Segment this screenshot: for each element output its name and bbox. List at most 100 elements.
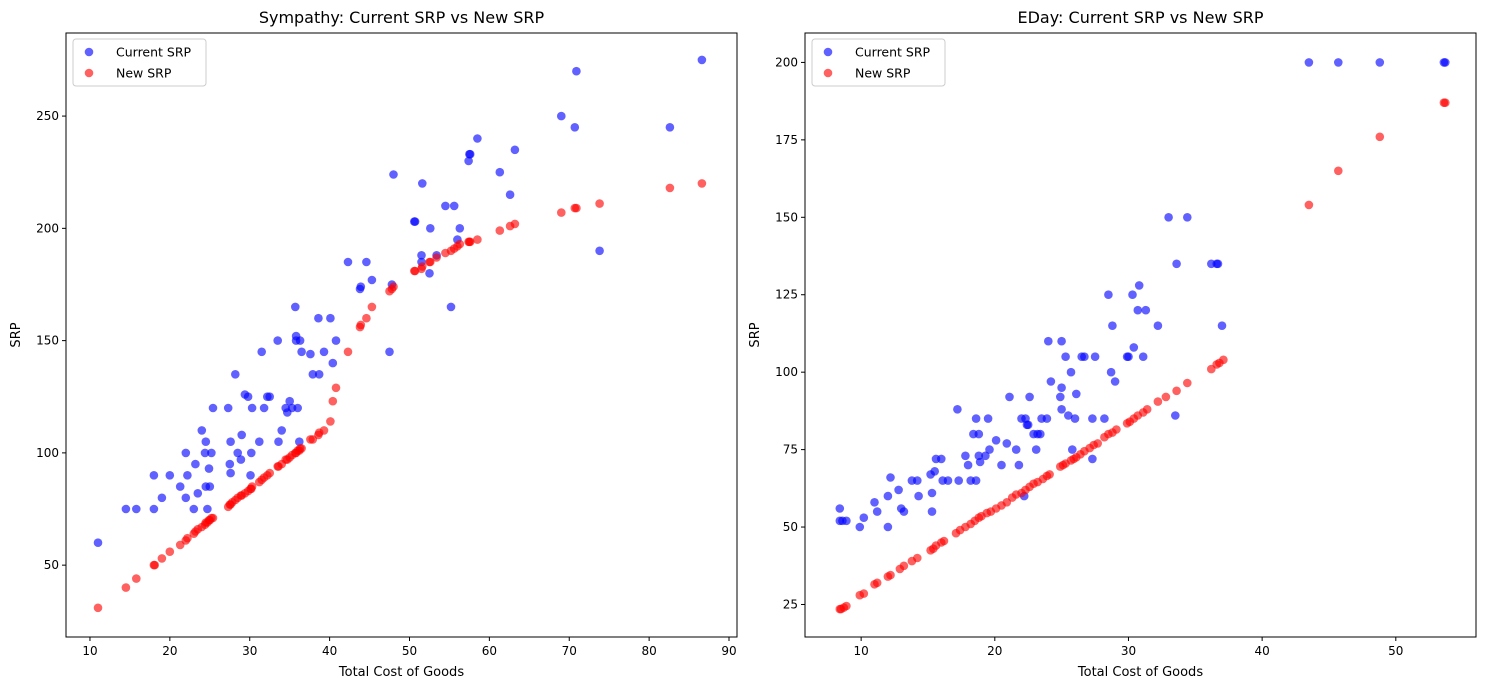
point-new-srp xyxy=(1142,405,1152,414)
point-current-srp xyxy=(425,269,434,278)
point-new-srp xyxy=(93,603,103,613)
point-current-srp xyxy=(465,149,475,159)
x-tick-label: 10 xyxy=(853,644,868,658)
point-current-srp xyxy=(273,336,283,345)
point-current-srp xyxy=(418,179,427,188)
legend-marker-new-srp xyxy=(823,68,833,78)
point-current-srp xyxy=(930,467,939,476)
point-current-srp xyxy=(1133,305,1143,315)
point-current-srp xyxy=(410,217,420,226)
point-current-srp xyxy=(985,445,994,454)
x-tick-label: 20 xyxy=(162,644,177,658)
point-current-srp xyxy=(1046,377,1056,386)
point-current-srp xyxy=(937,454,946,464)
point-current-srp xyxy=(991,436,1001,445)
point-current-srp xyxy=(308,370,318,379)
point-current-srp xyxy=(455,224,465,233)
point-current-srp xyxy=(328,358,338,368)
point-current-srp xyxy=(1072,389,1081,399)
point-current-srp xyxy=(231,370,240,379)
y-tick-label: 175 xyxy=(775,133,798,147)
point-current-srp xyxy=(446,302,456,312)
point-new-srp xyxy=(247,482,257,491)
point-new-srp xyxy=(1441,98,1450,107)
y-tick-label: 150 xyxy=(775,210,798,224)
y-tick-label: 200 xyxy=(775,55,798,69)
point-current-srp xyxy=(181,493,191,503)
point-current-srp xyxy=(356,282,366,292)
chart-title: Sympathy: Current SRP vs New SRP xyxy=(259,8,545,27)
point-current-srp xyxy=(285,396,295,406)
point-current-srp xyxy=(1304,58,1314,67)
point-current-srp xyxy=(510,145,520,155)
legend-label-new-srp: New SRP xyxy=(855,66,911,81)
point-new-srp xyxy=(1172,386,1181,396)
point-current-srp xyxy=(1441,58,1450,67)
x-tick-label: 50 xyxy=(402,644,417,658)
point-current-srp xyxy=(331,336,341,345)
point-new-srp xyxy=(455,239,465,249)
data-points xyxy=(93,55,707,613)
point-current-srp xyxy=(1088,414,1097,423)
point-new-srp xyxy=(572,203,581,213)
point-current-srp xyxy=(1213,259,1223,269)
y-tick-label: 25 xyxy=(783,597,798,611)
point-current-srp xyxy=(1106,367,1116,377)
point-new-srp xyxy=(939,536,949,546)
x-tick-label: 80 xyxy=(641,644,656,658)
point-new-srp xyxy=(1304,200,1314,210)
point-current-srp xyxy=(1068,445,1077,454)
x-tick-label: 90 xyxy=(721,644,736,658)
data-points xyxy=(835,58,1450,614)
legend-box xyxy=(811,38,946,87)
point-current-srp xyxy=(1104,290,1113,300)
point-current-srp xyxy=(1031,445,1041,454)
point-new-srp xyxy=(842,601,851,611)
point-new-srp xyxy=(913,553,922,563)
point-current-srp xyxy=(557,111,566,121)
point-current-srp xyxy=(1036,429,1045,439)
point-new-srp xyxy=(319,426,329,435)
point-current-srp xyxy=(1375,58,1385,67)
point-current-srp xyxy=(293,403,303,413)
point-current-srp xyxy=(291,302,300,312)
y-tick-label: 250 xyxy=(36,109,59,123)
point-current-srp xyxy=(175,482,185,491)
point-current-srp xyxy=(1171,411,1180,420)
point-new-srp xyxy=(326,417,335,426)
point-current-srp xyxy=(259,403,269,413)
point-current-srp xyxy=(1025,392,1034,402)
point-current-srp xyxy=(236,455,246,464)
point-current-srp xyxy=(855,522,865,532)
point-current-srp xyxy=(953,405,962,414)
point-current-srp xyxy=(971,414,981,423)
chart-eday: EDay: Current SRP vs New SRP 10 20 30 40 50 25… xyxy=(748,8,1477,680)
point-current-srp xyxy=(1064,411,1073,420)
point-current-srp xyxy=(872,507,882,516)
y-tick-label: 50 xyxy=(44,558,59,572)
y-tick-label: 100 xyxy=(775,365,798,379)
plot-frame xyxy=(65,32,738,638)
point-new-srp xyxy=(426,257,435,267)
point-current-srp xyxy=(441,201,450,211)
point-current-srp xyxy=(963,460,973,470)
point-current-srp xyxy=(927,488,937,498)
point-new-srp xyxy=(150,560,159,570)
point-current-srp xyxy=(200,448,210,458)
point-current-srp xyxy=(197,426,207,435)
legend-box xyxy=(72,38,207,87)
point-new-srp xyxy=(418,262,427,271)
point-current-srp xyxy=(1138,352,1148,362)
point-current-srp xyxy=(899,507,909,516)
point-current-srp xyxy=(894,485,903,495)
point-current-srp xyxy=(886,473,895,482)
point-current-srp xyxy=(1066,367,1076,377)
point-current-srp xyxy=(1057,383,1066,393)
point-current-srp xyxy=(233,448,242,458)
point-current-srp xyxy=(367,275,377,285)
point-new-srp xyxy=(1219,355,1228,365)
point-current-srp xyxy=(165,471,175,480)
point-new-srp xyxy=(872,578,882,588)
point-current-srp xyxy=(961,451,970,461)
